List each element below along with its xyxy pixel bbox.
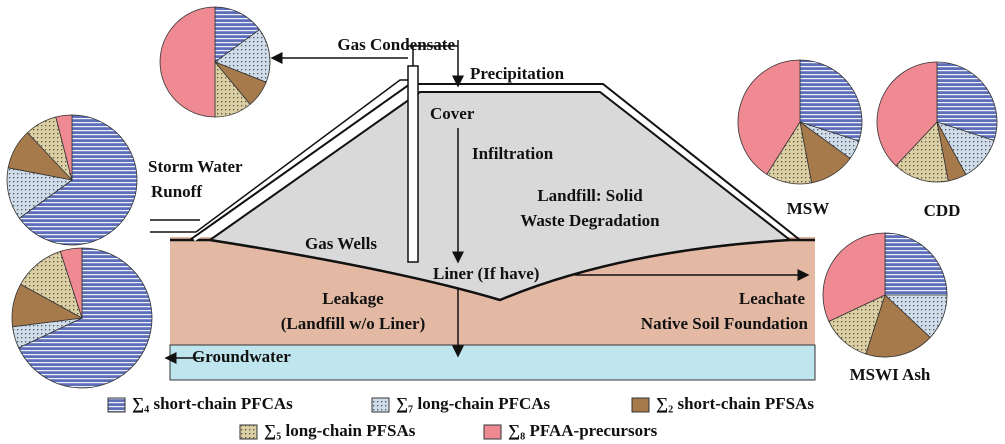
legend-label: ∑₇ long-chain PFCAs bbox=[396, 394, 551, 413]
pie bbox=[7, 115, 137, 245]
label: Waste Degradation bbox=[520, 211, 660, 230]
pie-label: Storm Water bbox=[148, 157, 243, 176]
label: Liner (If have) bbox=[433, 264, 539, 283]
label: Cover bbox=[430, 104, 475, 123]
pie-label: Gas Condensate bbox=[337, 35, 455, 54]
label: Gas Wells bbox=[305, 234, 377, 253]
pie bbox=[738, 60, 862, 184]
pie bbox=[12, 248, 152, 388]
pie-label: MSW bbox=[787, 199, 830, 218]
pie bbox=[877, 62, 997, 182]
legend-swatch bbox=[240, 425, 257, 439]
legend-swatch bbox=[108, 398, 125, 412]
pie bbox=[823, 233, 947, 357]
pie-slice bbox=[885, 233, 947, 295]
pie-label: Groundwater bbox=[192, 347, 291, 366]
legend-swatch bbox=[632, 398, 649, 412]
legend-label: ∑₄ short-chain PFCAs bbox=[132, 394, 293, 413]
label: Precipitation bbox=[470, 64, 565, 83]
legend-label: ∑₅ long-chain PFSAs bbox=[264, 421, 416, 440]
legend-label: ∑₈ PFAA-precursors bbox=[508, 421, 658, 440]
label: Leachate bbox=[739, 289, 806, 308]
pie-label: CDD bbox=[924, 201, 961, 220]
gas-well bbox=[408, 66, 418, 262]
pie bbox=[160, 7, 270, 117]
label: Leakage bbox=[322, 289, 384, 308]
label: Infiltration bbox=[472, 144, 554, 163]
label: (Landfill w/o Liner) bbox=[281, 314, 426, 333]
label: Native Soil Foundation bbox=[641, 314, 809, 333]
diagram: Precipitation Cover Infiltration Landfil… bbox=[0, 0, 1005, 444]
legend-swatch bbox=[484, 425, 501, 439]
legend-label: ∑₂ short-chain PFSAs bbox=[656, 394, 814, 413]
label: Landfill: Solid bbox=[537, 186, 643, 205]
pie-slice bbox=[160, 7, 215, 117]
pie-label: Runoff bbox=[151, 182, 202, 201]
legend-swatch bbox=[372, 398, 389, 412]
pie-label: MSWI Ash bbox=[850, 365, 931, 384]
